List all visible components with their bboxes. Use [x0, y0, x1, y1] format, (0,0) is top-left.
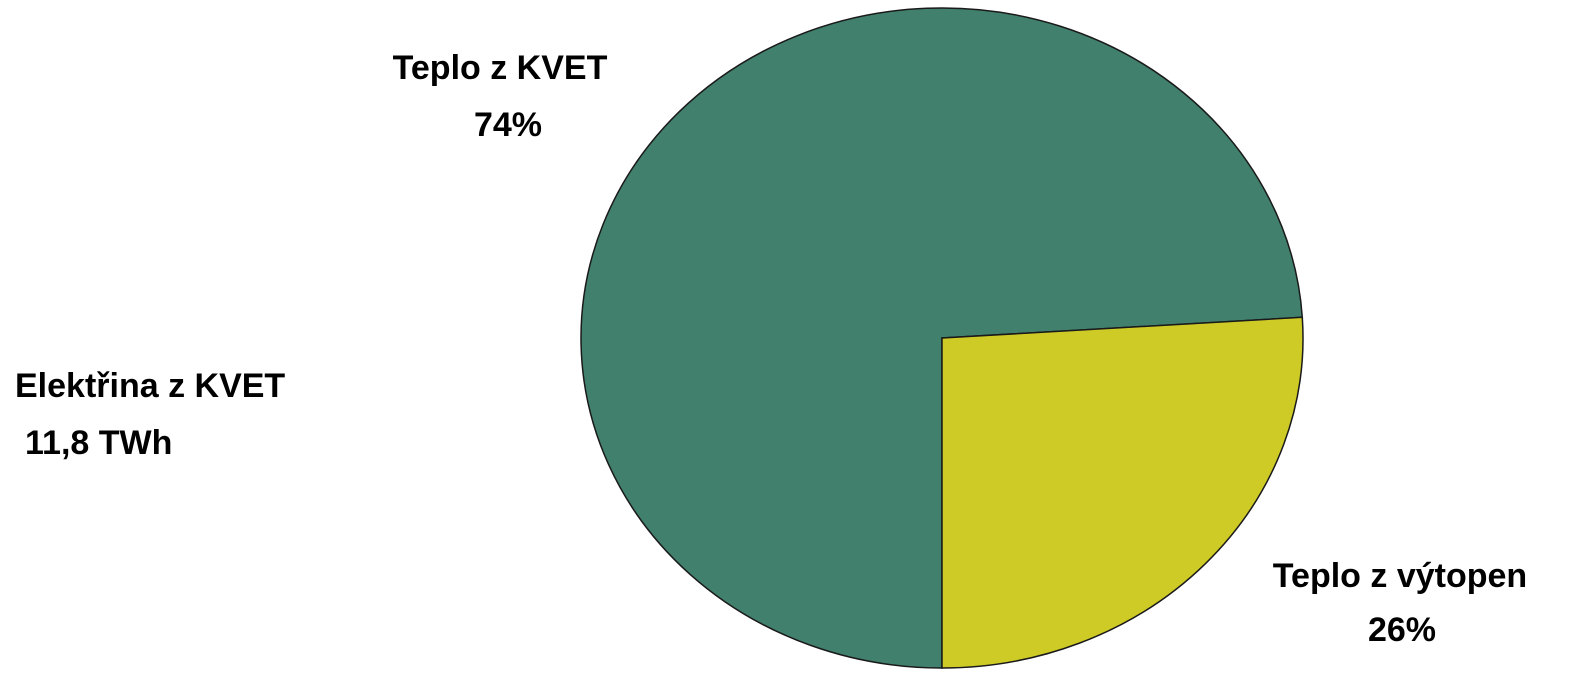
slice-label: Teplo z KVET	[393, 49, 608, 87]
slice-value-label: 26%	[1368, 611, 1436, 649]
annotation: Elektřina z KVET	[15, 367, 285, 405]
slice-label: Teplo z výtopen	[1273, 557, 1527, 595]
slice-value-label: 74%	[474, 106, 542, 144]
annotation: 11,8 TWh	[25, 424, 172, 462]
pie	[580, 7, 1304, 669]
pie-slice	[941, 316, 1304, 669]
